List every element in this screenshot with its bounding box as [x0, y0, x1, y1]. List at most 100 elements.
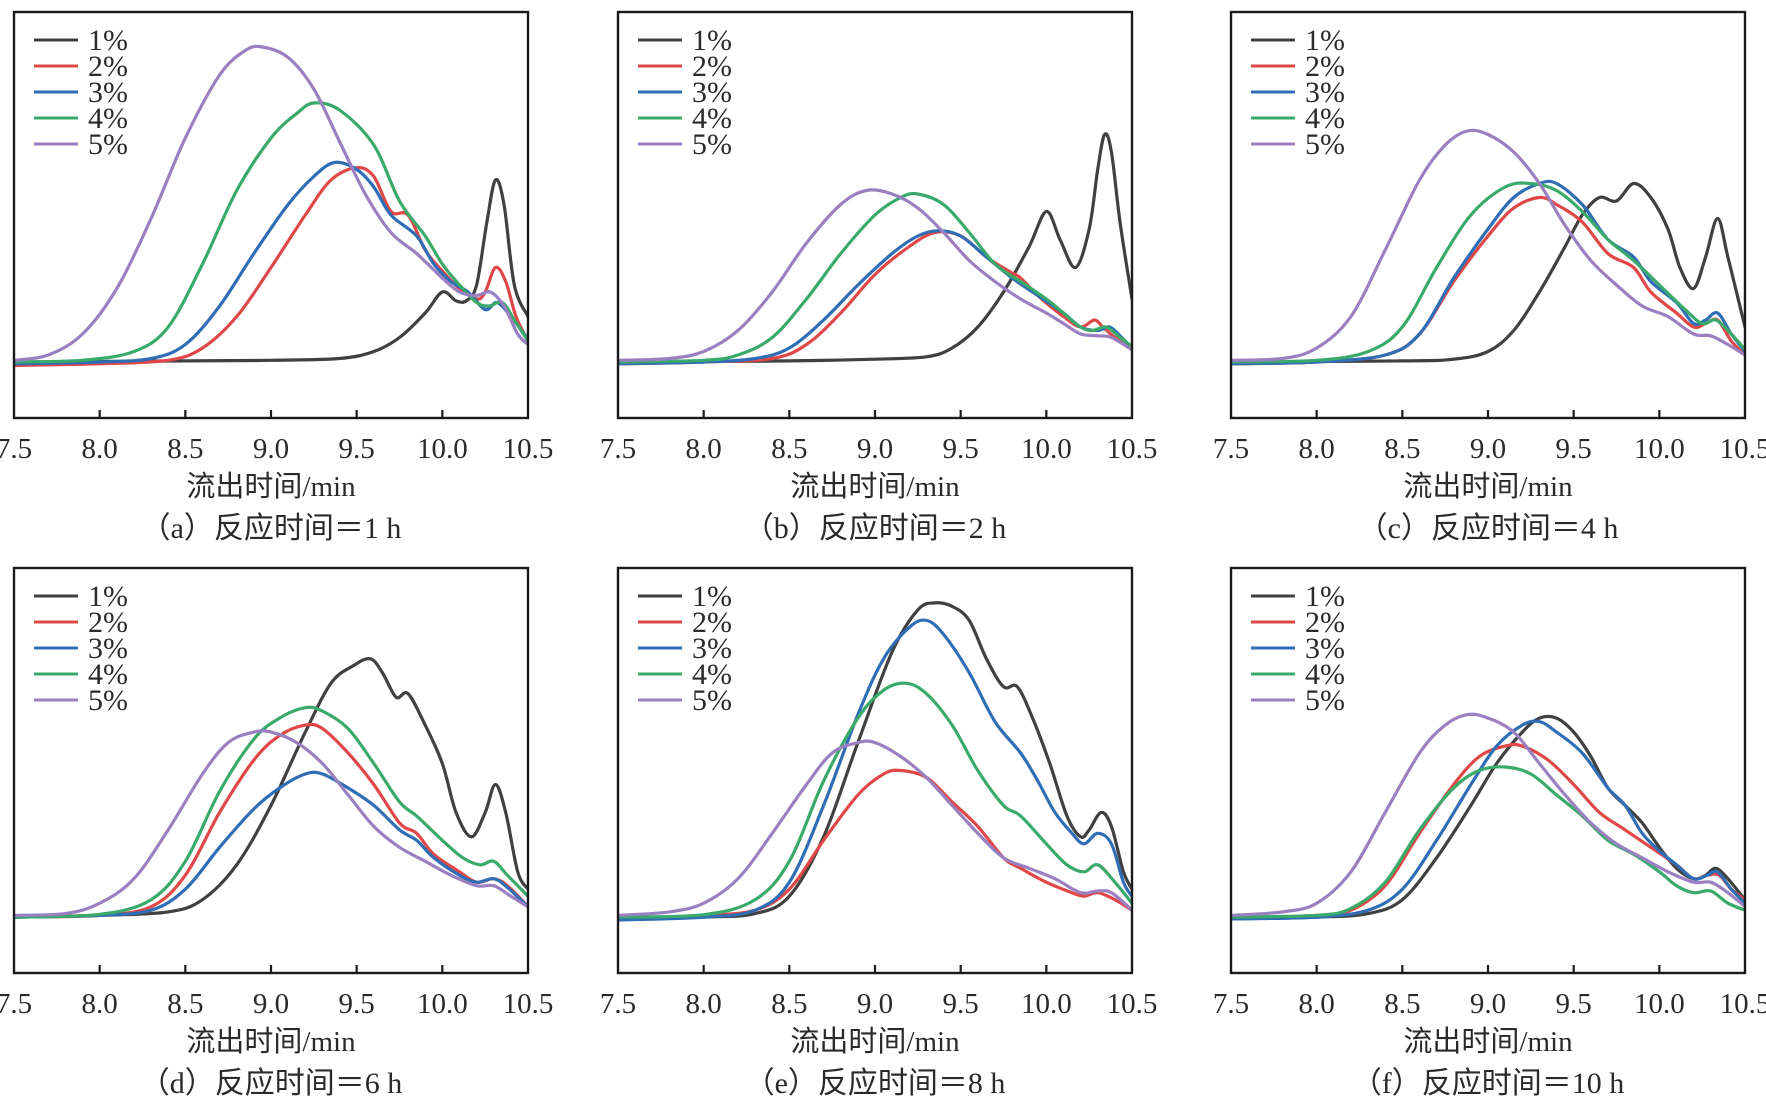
panel-caption: （b）反应时间＝2 h — [744, 512, 1007, 545]
x-axis-label: 流出时间/min — [790, 470, 960, 503]
plot-area — [1231, 128, 1745, 366]
x-tick-label: 8.0 — [1299, 433, 1335, 465]
legend: 1%2%3%4%5% — [1251, 24, 1345, 161]
x-tick-label: 9.5 — [943, 988, 979, 1020]
series-line-2pct — [14, 166, 528, 368]
x-axis-label: 流出时间/min — [1403, 470, 1573, 503]
legend-label: 3% — [692, 76, 732, 109]
x-tick-label: 8.5 — [167, 988, 203, 1020]
x-tick-label: 10.0 — [417, 988, 468, 1020]
x-tick-label: 7.5 — [0, 988, 32, 1020]
series-line-5pct — [1231, 128, 1745, 362]
x-tick-label: 10.0 — [1021, 988, 1072, 1020]
legend-label: 1% — [1305, 580, 1345, 613]
x-tick-label: 10.0 — [1021, 433, 1072, 465]
legend: 1%2%3%4%5% — [1251, 580, 1345, 717]
series-line-1pct — [1231, 181, 1745, 364]
series-line-1pct — [1231, 714, 1745, 921]
legend-label: 5% — [692, 684, 732, 717]
series-line-5pct — [618, 739, 1132, 917]
legend-label: 1% — [692, 24, 732, 57]
legend-label: 1% — [88, 580, 128, 613]
series-line-5pct — [14, 729, 528, 917]
legend-label: 3% — [1305, 76, 1345, 109]
x-tick-label: 8.5 — [771, 988, 807, 1020]
x-axis-label: 流出时间/min — [790, 1025, 960, 1058]
legend-label: 5% — [1305, 684, 1345, 717]
legend-label: 4% — [88, 102, 128, 135]
x-tick-label: 8.5 — [1384, 988, 1420, 1020]
legend-label: 1% — [1305, 24, 1345, 57]
plot-area — [14, 44, 528, 368]
x-tick-label: 10.0 — [417, 433, 468, 465]
legend-label: 3% — [88, 632, 128, 665]
legend-label: 4% — [88, 658, 128, 691]
series-line-1pct — [618, 132, 1132, 364]
series-line-4pct — [1231, 181, 1745, 364]
x-tick-label: 8.0 — [686, 988, 722, 1020]
x-tick-label: 8.5 — [1384, 433, 1420, 465]
x-axis-label: 流出时间/min — [1403, 1025, 1573, 1058]
series-line-2pct — [1231, 195, 1745, 366]
legend-label: 4% — [1305, 102, 1345, 135]
x-tick-label: 8.5 — [771, 433, 807, 465]
x-tick-label: 10.5 — [503, 988, 554, 1020]
panel-f: 7.5 8.0 8.5 9.0 9.5 10.0 10.5 流出时间/min （f）反应时间＝1… — [1213, 566, 1766, 1100]
x-tick-label: 7.5 — [0, 433, 32, 465]
series-line-4pct — [1231, 765, 1745, 919]
plot-area — [14, 656, 528, 919]
x-tick-label: 10.5 — [1720, 988, 1766, 1020]
legend-label: 2% — [692, 606, 732, 639]
series-line-4pct — [14, 101, 528, 364]
x-tick-label: 10.5 — [1107, 988, 1158, 1020]
panel-b: 7.5 8.0 8.5 9.0 9.5 10.0 10.5 流出时间/min （b）反应时间＝2… — [600, 10, 1157, 545]
x-tick-label: 7.5 — [600, 433, 636, 465]
plot-area — [618, 132, 1132, 366]
x-axis-label: 流出时间/min — [186, 1025, 356, 1058]
panel-caption: （c）反应时间＝4 h — [1358, 512, 1619, 545]
x-axis-label: 流出时间/min — [186, 470, 356, 503]
panel-c: 7.5 8.0 8.5 9.0 9.5 10.0 10.5 流出时间/min （c）反应时间＝4… — [1213, 10, 1766, 545]
legend-label: 3% — [692, 632, 732, 665]
series-line-2pct — [618, 230, 1132, 366]
x-tick-label: 9.5 — [339, 988, 375, 1020]
panel-a: 7.5 8.0 8.5 9.0 9.5 10.0 10.5 流出时间/min （a）反应时间＝1… — [0, 10, 553, 545]
plot-area — [618, 601, 1132, 922]
series-line-3pct — [618, 229, 1132, 366]
series-line-3pct — [1231, 719, 1745, 921]
x-tick-label: 9.0 — [857, 433, 893, 465]
x-tick-label: 9.5 — [1556, 433, 1592, 465]
x-tick-label: 10.0 — [1634, 433, 1685, 465]
legend-label: 5% — [88, 128, 128, 161]
legend-label: 4% — [692, 102, 732, 135]
panel-caption: （d）反应时间＝6 h — [140, 1067, 403, 1100]
legend-label: 4% — [1305, 658, 1345, 691]
x-tick-label: 9.0 — [1470, 988, 1506, 1020]
legend-label: 1% — [88, 24, 128, 57]
x-tick-label: 9.0 — [857, 988, 893, 1020]
panel-caption: （e）反应时间＝8 h — [745, 1067, 1006, 1100]
series-line-3pct — [618, 618, 1132, 922]
legend: 1%2%3%4%5% — [34, 24, 128, 161]
x-tick-label: 8.0 — [82, 988, 118, 1020]
panel-e: 7.5 8.0 8.5 9.0 9.5 10.0 10.5 流出时间/min （e）反应时间＝8… — [600, 566, 1158, 1100]
x-tick-label: 8.0 — [686, 433, 722, 465]
legend-label: 2% — [88, 50, 128, 83]
plot-area — [1231, 712, 1745, 921]
panel-d: 7.5 8.0 8.5 9.0 9.5 10.0 10.5 流出时间/min （d）反应时间＝6… — [0, 566, 554, 1100]
legend-label: 5% — [88, 684, 128, 717]
legend-label: 2% — [1305, 606, 1345, 639]
legend-label: 2% — [88, 606, 128, 639]
series-line-4pct — [618, 681, 1132, 919]
legend: 1%2%3%4%5% — [34, 580, 128, 717]
legend-label: 2% — [692, 50, 732, 83]
series-line-3pct — [14, 160, 528, 366]
legend-label: 2% — [1305, 50, 1345, 83]
x-tick-label: 9.5 — [1556, 988, 1592, 1020]
series-line-3pct — [1231, 179, 1745, 366]
x-tick-label: 9.5 — [339, 433, 375, 465]
legend-label: 3% — [88, 76, 128, 109]
series-line-1pct — [14, 177, 528, 364]
x-tick-label: 8.0 — [1299, 988, 1335, 1020]
